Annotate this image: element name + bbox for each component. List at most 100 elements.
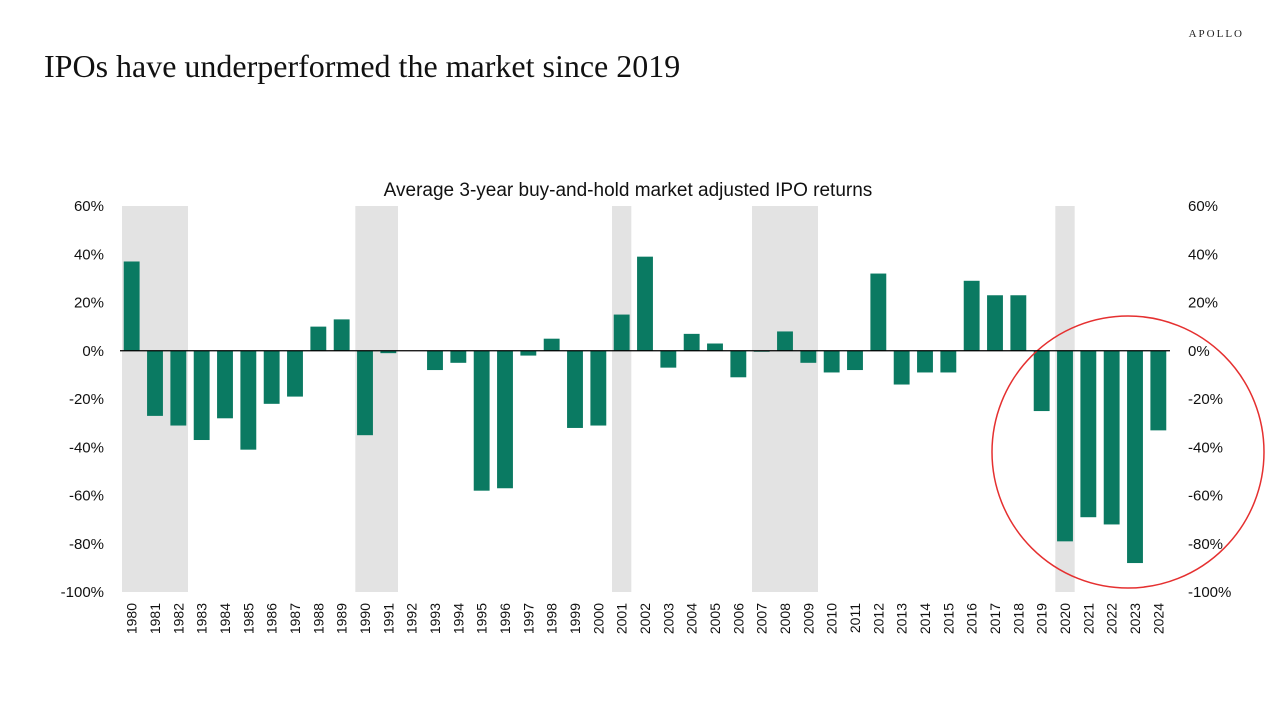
- x-tick-label: 2000: [590, 603, 606, 634]
- bar-2011: [847, 350, 863, 371]
- x-tick-label: 2001: [614, 603, 630, 634]
- bar-2012: [870, 273, 887, 351]
- x-tick-label: 1996: [497, 603, 513, 634]
- x-tick-label: 2015: [940, 603, 956, 634]
- y-tick-label-left: -40%: [69, 439, 104, 456]
- bar-1994: [450, 350, 467, 363]
- x-tick-label: 1988: [310, 603, 326, 634]
- bar-2017: [987, 295, 1003, 351]
- x-tick-label: 2010: [824, 603, 840, 634]
- x-tick-label: 1987: [287, 603, 303, 634]
- y-tick-label-right: -100%: [1188, 584, 1231, 601]
- bar-1996: [497, 350, 513, 489]
- bar-2020: [1057, 350, 1073, 542]
- bar-2014: [917, 350, 933, 373]
- x-axis: 1980 1981 1982 1983 1984 1985 1986 1987 1988 1989…: [124, 603, 1167, 634]
- shaded-period: [752, 206, 818, 592]
- bar-2000: [590, 350, 607, 426]
- x-tick-label: 2016: [964, 603, 980, 634]
- y-tick-label-left: 60%: [74, 198, 104, 215]
- bar-2006: [730, 350, 747, 378]
- bar-2004: [683, 333, 700, 351]
- x-tick-label: 1990: [357, 603, 373, 634]
- bar-1999: [567, 350, 583, 428]
- bar-2002: [637, 256, 653, 351]
- x-tick-label: 1984: [217, 603, 233, 634]
- bar-2022: [1103, 350, 1120, 525]
- brand-logo-text: APOLLO: [1188, 28, 1244, 40]
- x-tick-label: 1986: [264, 603, 280, 634]
- x-tick-label: 1993: [427, 603, 443, 634]
- x-tick-label: 2009: [800, 603, 816, 634]
- x-tick-label: 2017: [987, 603, 1003, 634]
- x-tick-label: 1999: [567, 603, 583, 634]
- x-tick-label: 1992: [404, 603, 420, 634]
- bar-2016: [963, 280, 980, 351]
- y-tick-label-left: -80%: [69, 536, 104, 553]
- x-tick-label: 1995: [474, 603, 490, 634]
- bar-1997: [520, 350, 537, 356]
- bar-1990: [357, 350, 373, 436]
- y-tick-label-right: -60%: [1188, 488, 1223, 505]
- bar-1988: [310, 326, 327, 351]
- bar-1982: [170, 350, 187, 426]
- x-tick-label: 1989: [334, 603, 350, 634]
- bar-1981: [147, 350, 163, 416]
- y-tick-label-right: -40%: [1188, 439, 1223, 456]
- x-tick-label: 2002: [637, 603, 653, 634]
- x-tick-label: 1981: [147, 603, 163, 634]
- x-tick-label: 2023: [1127, 603, 1143, 634]
- shaded-period: [612, 206, 632, 592]
- y-tick-label-left: -20%: [69, 391, 104, 408]
- y-axis-right: 60% 40% 20% 0% -20% -40% -60% -80% -100%: [1188, 198, 1231, 601]
- x-tick-label: 2014: [917, 603, 933, 634]
- highlight-annotation: [991, 315, 1265, 589]
- x-tick-label: 1998: [544, 603, 560, 634]
- x-tick-label: 2024: [1150, 603, 1166, 634]
- bar-1983: [193, 350, 210, 441]
- bar-1998: [543, 338, 560, 351]
- bar-1987: [287, 350, 303, 397]
- bar-1993: [427, 350, 443, 371]
- y-axis-left: 60% 40% 20% 0% -20% -40% -60% -80% -100%: [61, 198, 104, 601]
- x-tick-label: 1983: [194, 603, 210, 634]
- x-tick-label: 2007: [754, 603, 770, 634]
- bar-1989: [333, 319, 350, 351]
- bar-1995: [473, 350, 490, 491]
- y-tick-label-left: 20%: [74, 295, 104, 312]
- y-tick-label-right: -20%: [1188, 391, 1223, 408]
- x-tick-label: 1994: [450, 603, 466, 634]
- y-tick-label-right: 0%: [1188, 343, 1210, 360]
- y-tick-label-left: 0%: [82, 343, 104, 360]
- bar-2010: [823, 350, 840, 373]
- x-tick-label: 1982: [170, 603, 186, 634]
- bar-2009: [800, 350, 817, 363]
- y-tick-label-right: -80%: [1188, 536, 1223, 553]
- x-tick-label: 2021: [1080, 603, 1096, 634]
- highlight-circle: [991, 315, 1265, 589]
- y-tick-label-left: -60%: [69, 488, 104, 505]
- page-headline: IPOs have underperformed the market sinc…: [44, 48, 681, 84]
- bar-2021: [1080, 350, 1097, 518]
- x-tick-label: 2008: [777, 603, 793, 634]
- bar-series: [123, 256, 1167, 564]
- bar-2008: [777, 331, 793, 351]
- y-tick-label-right: 20%: [1188, 295, 1218, 312]
- x-tick-label: 2022: [1104, 603, 1120, 634]
- x-tick-label: 1985: [240, 603, 256, 634]
- y-tick-label-right: 40%: [1188, 246, 1218, 263]
- bar-1984: [217, 350, 233, 419]
- chart-title: Average 3-year buy-and-hold market adjus…: [384, 180, 873, 201]
- bar-2024: [1150, 350, 1167, 431]
- x-tick-label: 2019: [1034, 603, 1050, 634]
- bar-2015: [940, 350, 957, 373]
- bar-2019: [1033, 350, 1050, 412]
- bar-1980: [123, 261, 140, 351]
- bar-2013: [893, 350, 910, 385]
- y-tick-label-right: 60%: [1188, 198, 1218, 215]
- x-tick-label: 1991: [380, 603, 396, 634]
- x-tick-label: 2003: [660, 603, 676, 634]
- bar-2018: [1010, 295, 1027, 351]
- y-tick-label-left: -100%: [61, 584, 104, 601]
- x-tick-label: 1997: [520, 603, 536, 634]
